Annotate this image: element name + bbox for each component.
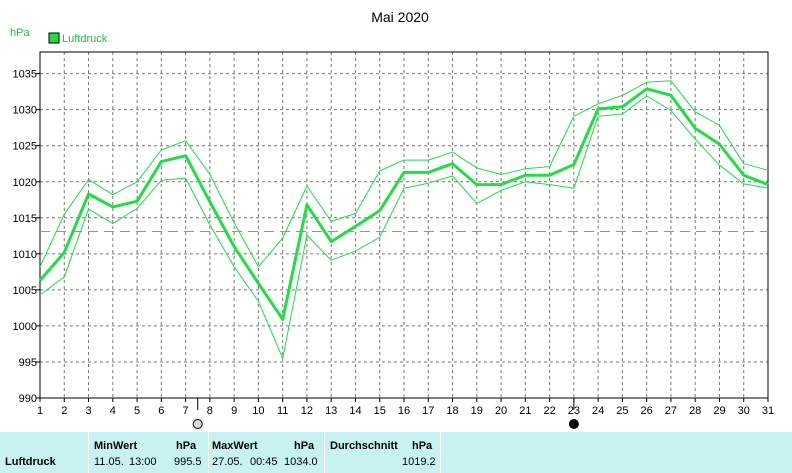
y-tick-label: 1000 [13,321,37,333]
x-tick-label: 27 [665,405,677,417]
avg-value: 1019.2 [402,456,436,468]
grid [40,52,768,398]
pressure-chart: Mai 2020 hPa Luftdruck 99099510001005101… [10,9,774,429]
x-tick-label: 11 [277,405,288,417]
x-tick-label: 4 [110,405,116,417]
x-tick-label: 30 [738,405,750,417]
y-tick-label: 995 [19,357,37,369]
min-value: 995.5 [174,456,202,468]
max-date: 27.05. [212,456,243,468]
x-tick-label: 3 [85,405,91,417]
max-time: 00:45 [250,456,278,468]
x-tick-label: 2 [61,405,67,417]
x-tick-label: 12 [301,405,313,417]
series-line-max [39,80,769,268]
series-line-min [39,95,769,359]
max-header: MaxWert [212,440,258,452]
y-axis-label: hPa [10,27,30,39]
x-tick-label: 21 [519,405,531,417]
x-tick-label: 18 [446,405,458,417]
y-tick-label: 1030 [13,105,37,117]
y-tick-label: 1035 [13,69,37,81]
chart-title: Mai 2020 [371,9,429,25]
avg-header: Durchschnitt [330,440,398,452]
y-tick-label: 1010 [13,249,37,261]
new-moon-icon [568,419,579,429]
x-tick-label: 29 [713,405,725,417]
min-header: MinWert [94,440,138,452]
x-tick-label: 14 [349,405,361,417]
x-tick-label: 13 [325,405,337,417]
legend-label: Luftdruck [62,33,108,45]
x-ticks: 1 2 3 4 5 6 7 8 9 10 11 12 13 14 15 16 17 18 19 20 21 22 23 24 2… [37,398,774,417]
avg-unit: hPa [412,440,433,452]
min-date: 11.05. [94,456,124,468]
x-tick-label: 6 [158,405,164,417]
x-tick-label: 10 [252,405,264,417]
y-tick-label: 1015 [13,213,37,225]
y-tick-label: 1020 [13,177,37,189]
min-time: 13:00 [129,456,157,468]
y-tick-label: 990 [19,393,37,405]
x-tick-label: 9 [231,405,237,417]
legend-swatch [48,32,60,44]
min-unit: hPa [176,440,197,452]
x-tick-label: 19 [471,405,483,417]
y-tick-label: 1005 [13,285,37,297]
x-tick-label: 26 [641,405,653,417]
max-unit: hPa [294,440,315,452]
x-tick-label: 24 [592,405,604,417]
x-tick-label: 23 [568,405,580,417]
moon-markers [192,398,579,429]
x-tick-label: 20 [495,405,507,417]
x-tick-label: 1 [37,405,43,417]
y-ticks: 990 995 1000 1005 1010 1015 1020 1025 1030 1035 [13,69,40,405]
stats-row-label: Luftdruck [5,456,56,468]
x-tick-label: 22 [543,405,555,417]
full-moon-icon [192,419,203,429]
x-tick-label: 16 [398,405,410,417]
x-tick-label: 17 [422,405,434,417]
x-tick-label: 8 [207,405,213,417]
y-tick-label: 1025 [13,141,37,153]
series-line-mean [38,87,769,321]
stats-panel: Luftdruck MinWert hPa 11.05. 13:00 995.5… [0,432,792,473]
series-layer [38,80,769,359]
x-tick-label: 31 [762,405,774,417]
x-tick-label: 5 [134,405,140,417]
max-value: 1034.0 [284,456,318,468]
x-tick-label: 25 [616,405,628,417]
x-tick-label: 15 [374,405,386,417]
x-tick-label: 7 [183,405,189,417]
x-tick-label: 28 [689,405,701,417]
